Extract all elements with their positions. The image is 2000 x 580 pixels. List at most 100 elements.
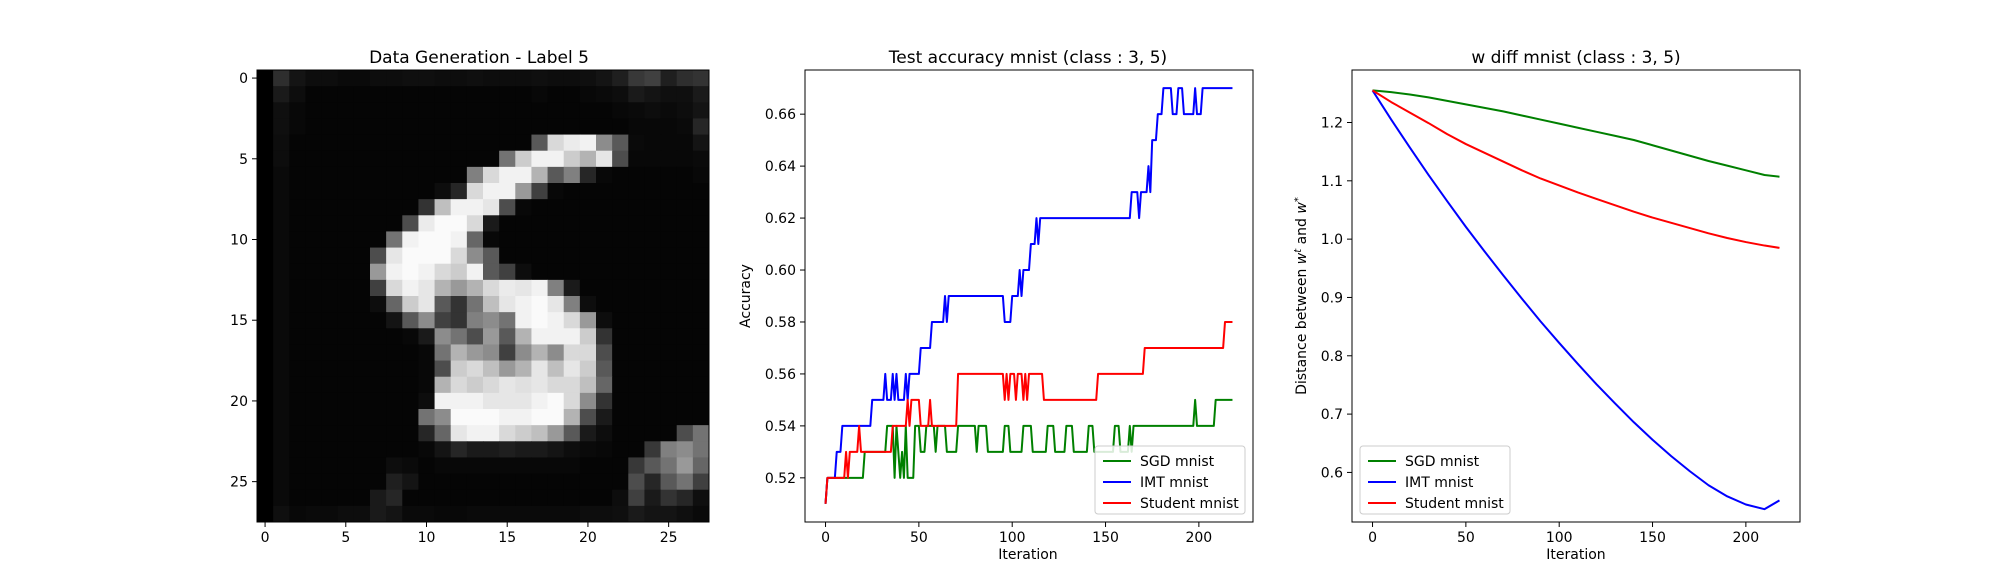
heatmap-cell	[434, 102, 452, 119]
heatmap-cell	[305, 409, 323, 426]
heatmap-cell	[547, 102, 565, 119]
series-line-sgd-mnist	[1372, 89, 1780, 178]
heatmap-cell	[466, 166, 484, 184]
heatmap-cell	[660, 296, 678, 313]
heatmap-cell	[257, 328, 274, 345]
heatmap-cell	[628, 166, 645, 184]
heatmap-cell	[450, 279, 468, 297]
heatmap-cell	[257, 118, 274, 136]
heatmap-cell	[483, 409, 500, 426]
heatmap-cell	[644, 489, 662, 507]
heatmap-cell	[612, 166, 629, 184]
series-line-sgd-mnist	[824, 398, 1233, 504]
heatmap-cell	[337, 489, 355, 507]
heatmap-cell	[579, 263, 597, 281]
heatmap-cell	[515, 150, 532, 168]
heatmap-cell	[402, 150, 419, 168]
heatmap-cell	[596, 118, 613, 136]
heatmap-cell	[466, 86, 484, 103]
heatmap-cell	[386, 441, 403, 458]
heatmap-cell	[596, 425, 613, 442]
heatmap-cell	[563, 296, 581, 313]
heatmap-cell	[450, 392, 468, 410]
panel-test-accuracy: Test accuracy mnist (class : 3, 5) 0 50 10…	[738, 48, 1254, 563]
heatmap-cell	[596, 166, 613, 184]
heatmap-cell	[515, 86, 532, 103]
heatmap-cell	[676, 312, 694, 329]
heatmap-cell	[499, 376, 516, 394]
heatmap-cell	[483, 263, 500, 281]
heatmap-cell	[402, 215, 419, 232]
heatmap-cell	[579, 102, 597, 119]
heatmap-cell	[612, 183, 629, 200]
heatmap-cell	[418, 505, 436, 523]
y-tick-label: 1.1	[1321, 174, 1343, 190]
heatmap-cell	[305, 376, 323, 394]
heatmap-cell	[579, 441, 597, 458]
heatmap-cell	[289, 441, 306, 458]
heatmap-cell	[466, 150, 484, 168]
heatmap-cell	[353, 102, 371, 119]
heatmap-cell	[273, 344, 290, 362]
heatmap-cell	[386, 425, 403, 442]
heatmap-cell	[402, 360, 419, 378]
heatmap-cell	[434, 505, 452, 523]
heatmap-cell	[353, 183, 371, 200]
x-tick-label: 20	[579, 530, 597, 546]
heatmap-cell	[515, 425, 532, 442]
heatmap-cell	[596, 150, 613, 168]
heatmap-cell	[321, 231, 339, 249]
heatmap-cell	[628, 296, 645, 313]
heatmap-cell	[483, 199, 500, 216]
heatmap-cell	[337, 183, 355, 200]
heatmap-cell	[434, 231, 452, 249]
heatmap-cell	[563, 102, 581, 119]
y-tick-label: 0	[239, 71, 248, 87]
heatmap-cell	[402, 183, 419, 200]
heatmap-cell	[321, 86, 339, 103]
heatmap-cell	[596, 360, 613, 378]
heatmap-cell	[289, 392, 306, 410]
heatmap-cell	[579, 215, 597, 232]
heatmap-cell	[483, 473, 500, 491]
heatmap-cell	[305, 247, 323, 265]
heatmap-cell	[273, 457, 290, 475]
heatmap-cell	[596, 263, 613, 281]
heatmap-cell	[596, 376, 613, 394]
heatmap-cell	[515, 183, 532, 200]
heatmap-cell	[628, 102, 645, 119]
y-tick-label: 1.2	[1321, 115, 1343, 131]
heatmap-cell	[353, 489, 371, 507]
y-tick-label: 0.52	[765, 471, 796, 487]
heatmap-cell	[289, 279, 306, 297]
heatmap-cell	[289, 376, 306, 394]
heatmap-cell	[337, 505, 355, 523]
heatmap-cell	[660, 344, 678, 362]
heatmap-cell	[692, 150, 710, 168]
heatmap-cell	[370, 215, 387, 232]
heatmap-cell	[676, 489, 694, 507]
heatmap-cell	[321, 150, 339, 168]
heatmap-cell	[370, 296, 387, 313]
heatmap-cell	[676, 118, 694, 136]
heatmap-cell	[466, 392, 484, 410]
heatmap-cell	[563, 118, 581, 136]
heatmap-cell	[337, 441, 355, 458]
heatmap-cell	[434, 247, 452, 265]
heatmap-cell	[628, 344, 645, 362]
heatmap-cell	[386, 296, 403, 313]
heatmap-cell	[579, 247, 597, 265]
heatmap-cell	[499, 86, 516, 103]
heatmap-cell	[547, 505, 565, 523]
heatmap-cell	[483, 118, 500, 136]
heatmap-cell	[370, 312, 387, 329]
heatmap-cell	[353, 134, 371, 152]
heatmap-cell	[563, 312, 581, 329]
heatmap-cell	[273, 150, 290, 168]
heatmap-cell	[386, 344, 403, 362]
heatmap-cell	[370, 183, 387, 200]
heatmap-cell	[596, 102, 613, 119]
heatmap-cell	[321, 166, 339, 184]
heatmap-cell	[644, 425, 662, 442]
heatmap-cell	[450, 505, 468, 523]
